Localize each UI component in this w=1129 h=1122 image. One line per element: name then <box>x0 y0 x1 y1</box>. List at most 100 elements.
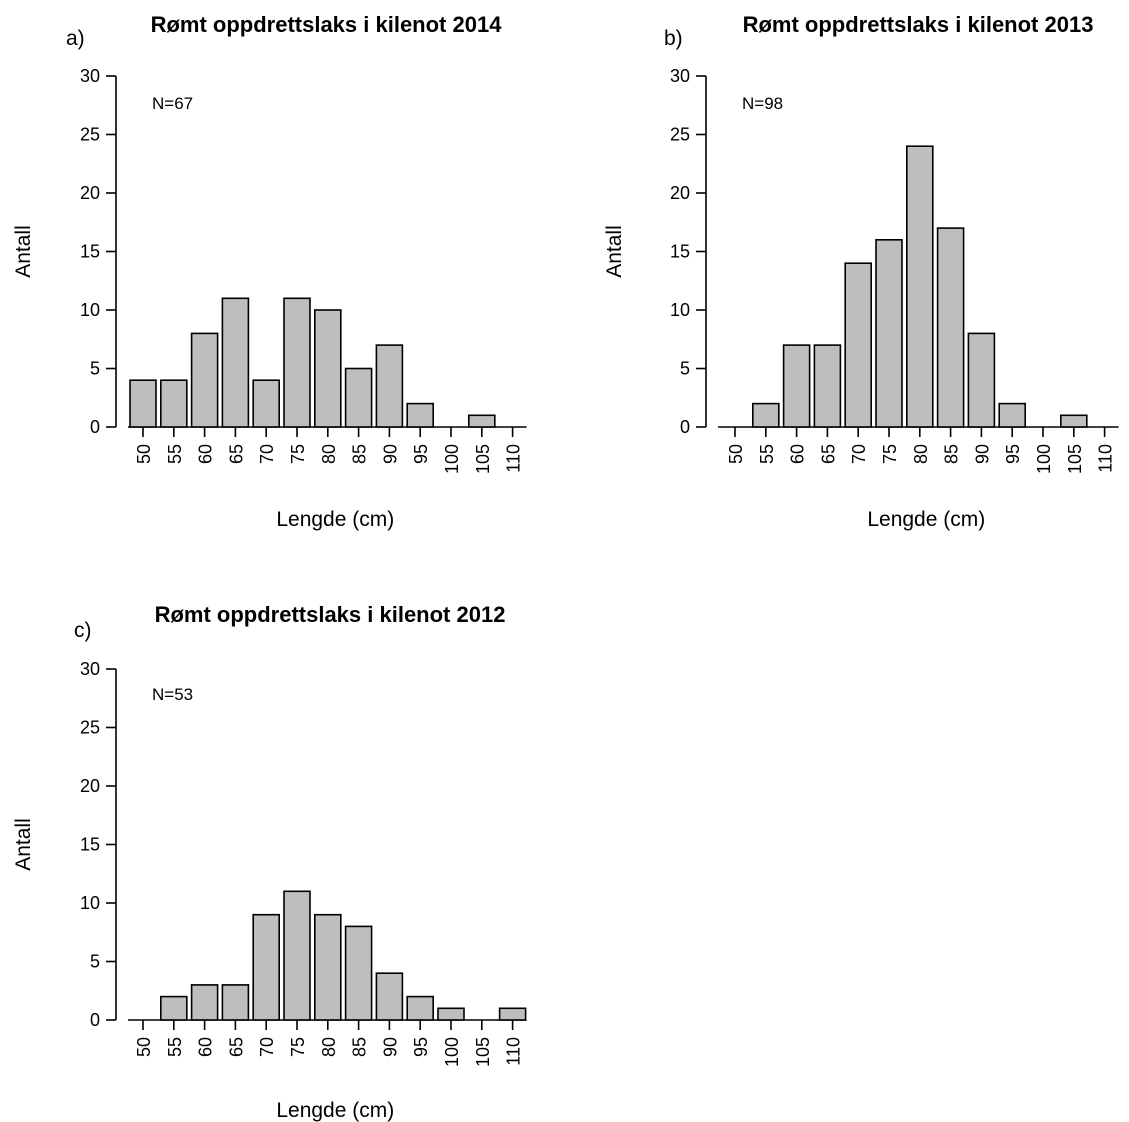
sample-size-annotation: N=67 <box>152 94 193 113</box>
x-tick-label: 65 <box>226 1037 246 1057</box>
bar <box>313 913 342 1021</box>
y-tick-label: 20 <box>80 183 100 203</box>
bar <box>344 367 373 428</box>
y-tick-label: 0 <box>90 1010 100 1030</box>
x-tick-label: 110 <box>504 444 524 473</box>
bar <box>813 344 842 428</box>
x-tick-label: 50 <box>726 444 746 464</box>
bar <box>751 402 780 428</box>
bar <box>160 995 188 1021</box>
x-tick-label: 55 <box>757 444 777 464</box>
bar <box>283 297 311 428</box>
bar <box>406 995 435 1021</box>
x-tick-label: 55 <box>165 1037 185 1057</box>
x-tick-label: 105 <box>1065 444 1085 474</box>
bar <box>160 379 188 428</box>
chart-panel-2: b) Rømt oppdrettslaks i kilenot 2013 N=98 0… <box>603 12 1119 531</box>
x-tick-label: 55 <box>165 444 185 464</box>
bar <box>375 972 404 1021</box>
x-tick-label: 60 <box>196 1037 216 1057</box>
x-tick-label: 85 <box>350 444 370 464</box>
y-axis-label: Antall <box>603 225 626 278</box>
y-tick-label: 10 <box>670 300 690 320</box>
x-tick-label: 75 <box>288 444 308 464</box>
y-tick-label: 10 <box>80 893 100 913</box>
bar <box>221 297 250 428</box>
y-tick-label: 0 <box>680 417 690 437</box>
x-tick-label: 75 <box>288 1037 308 1057</box>
x-tick-label: 90 <box>380 1037 400 1057</box>
bar <box>875 239 903 428</box>
y-tick-label: 25 <box>80 718 100 738</box>
bar <box>252 913 280 1021</box>
chart-panel-1: a) Rømt oppdrettslaks i kilenot 2014 N=67 0… <box>12 12 527 531</box>
x-tick-label: 65 <box>226 444 246 464</box>
bar <box>437 1007 465 1021</box>
bar <box>375 344 404 428</box>
y-axis-label: Antall <box>12 818 35 871</box>
x-tick-label: 105 <box>473 1037 493 1067</box>
x-tick-label: 70 <box>257 1037 277 1057</box>
sample-size-annotation: N=98 <box>742 94 783 113</box>
x-tick-label: 80 <box>911 444 931 464</box>
y-tick-label: 0 <box>90 417 100 437</box>
bar <box>252 379 280 428</box>
bar <box>129 379 157 428</box>
chart-title: Rømt oppdrettslaks i kilenot 2014 <box>151 12 503 37</box>
bar <box>406 402 435 428</box>
x-tick-label: 110 <box>504 1037 524 1066</box>
y-tick-label: 20 <box>80 776 100 796</box>
x-tick-label: 85 <box>942 444 962 464</box>
x-tick-label: 60 <box>788 444 808 464</box>
x-tick-label: 95 <box>411 444 431 464</box>
bar <box>905 145 934 428</box>
y-tick-label: 15 <box>80 835 100 855</box>
chart-title: Rømt oppdrettslaks i kilenot 2012 <box>155 602 506 627</box>
bar <box>221 984 250 1021</box>
x-tick-label: 80 <box>319 444 339 464</box>
x-tick-label: 110 <box>1096 444 1116 473</box>
y-tick-label: 15 <box>670 242 690 262</box>
bar <box>967 332 996 428</box>
bar <box>844 262 873 428</box>
x-tick-label: 100 <box>442 444 462 474</box>
x-tick-label: 85 <box>350 1037 370 1057</box>
y-tick-label: 25 <box>80 125 100 145</box>
chart-title: Rømt oppdrettslaks i kilenot 2013 <box>743 12 1094 37</box>
panel-letter: a) <box>66 27 85 50</box>
x-tick-label: 70 <box>257 444 277 464</box>
x-tick-label: 50 <box>134 1037 154 1057</box>
x-tick-label: 95 <box>411 1037 431 1057</box>
x-tick-label: 100 <box>1034 444 1054 474</box>
x-tick-label: 50 <box>134 444 154 464</box>
y-tick-label: 30 <box>80 66 100 86</box>
bar <box>467 414 496 428</box>
y-axis-label: Antall <box>12 225 35 278</box>
bar <box>344 925 373 1021</box>
bar <box>313 309 342 428</box>
y-tick-label: 5 <box>90 952 100 972</box>
panel-letter: b) <box>664 27 683 50</box>
x-tick-label: 65 <box>818 444 838 464</box>
x-axis-label: Lengde (cm) <box>276 508 394 531</box>
y-tick-label: 5 <box>90 359 100 379</box>
x-tick-label: 90 <box>972 444 992 464</box>
y-tick-label: 30 <box>670 66 690 86</box>
x-tick-label: 105 <box>473 444 493 474</box>
x-tick-label: 80 <box>319 1037 339 1057</box>
bar <box>782 344 811 428</box>
bar <box>190 984 219 1021</box>
x-tick-label: 60 <box>196 444 216 464</box>
bar <box>998 402 1027 428</box>
chart-panel-3: c) Rømt oppdrettslaks i kilenot 2012 N=53 0… <box>12 602 527 1122</box>
x-tick-label: 90 <box>380 444 400 464</box>
x-axis-label: Lengde (cm) <box>276 1099 394 1122</box>
x-tick-label: 75 <box>880 444 900 464</box>
x-tick-label: 70 <box>849 444 869 464</box>
x-axis-label: Lengde (cm) <box>867 508 985 531</box>
bar <box>1060 414 1088 428</box>
panel-letter: c) <box>74 619 92 642</box>
sample-size-annotation: N=53 <box>152 685 193 704</box>
bar <box>190 332 219 428</box>
